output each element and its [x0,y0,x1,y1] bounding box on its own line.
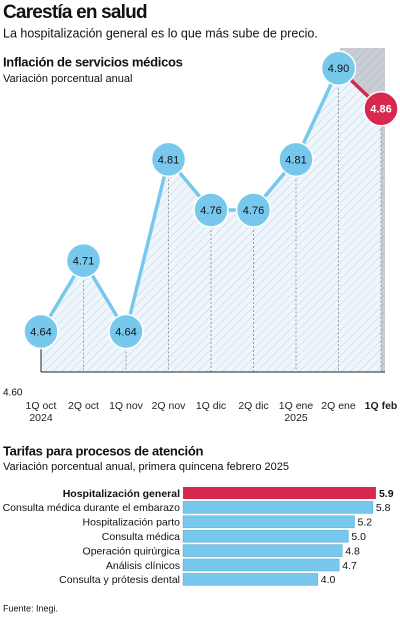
x-label-box: 2Q nov [151,400,186,412]
point [363,91,399,127]
data-label: 4.71 [73,256,94,268]
data-label: 5.9 [379,488,394,500]
point [235,192,272,228]
point [108,313,144,350]
data-label: 5.2 [358,517,373,529]
data-label: 4.76 [243,205,264,217]
y-tick-label: 4.60 [3,388,23,399]
page-title: Carestía en salud [3,2,147,23]
y-tick-label: Consulta médica durante el embarazo [3,502,181,514]
x-label-box: 1Q feb [364,400,398,412]
data-label: 4.86 [370,104,391,116]
data-label: 4.7 [342,560,357,572]
data-label: 4.0 [321,574,336,586]
point [193,192,229,228]
chart-title: Inflación de servicios médicos [3,54,183,69]
data-label: 4.90 [328,63,349,75]
chart-title: Tarifas para procesos de atención [3,443,203,458]
bar [182,544,343,557]
data-label: 4.64 [115,326,136,338]
bar [182,573,318,586]
data-label: 4.81 [285,154,306,166]
y-tick-label: Consulta y prótesis dental [59,574,180,586]
chart-subtitle: Variación porcentual anual, primera quin… [3,461,289,473]
x-tick-label: 2Q dic [238,400,269,412]
point [320,50,357,86]
point [65,242,102,279]
x-tick-label: 1Q dic [195,400,227,412]
data-label: 4.81 [158,154,179,166]
y-tick-label: Operación quirúrgica [83,545,181,557]
x-label-box: 1Q dic [195,400,227,412]
data-label: 5.0 [351,531,366,543]
y-tick-label: Análisis clínicos [106,560,180,572]
data-label: 4.64 [30,326,51,338]
x-tick-label: 1Q oct 2024 [25,400,57,424]
bar [182,558,340,572]
x-tick-label: 1Q nov [109,400,143,412]
chart-subtitle: Variación porcentual anual [3,73,132,85]
point [278,141,314,178]
y-tick-label: Consulta médica [102,531,180,543]
x-tick-label: 1Q ene 2025 [278,400,314,424]
bar [183,487,376,499]
x-label-box: 1Q nov [109,400,143,412]
page-subtitle: La hospitalización general es lo que más… [3,26,318,40]
x-label-box: 1Q oct 2024 [25,400,57,424]
bar [182,515,355,529]
y-tick-label: Hospitalización parto [83,517,181,529]
x-label-box: 2Q ene [321,400,356,412]
data-label: 5.8 [376,502,391,514]
source: Fuente: Inegi. [3,603,58,613]
x-tick-label: 2Q oct [68,400,99,412]
x-tick-label: 2Q nov [151,400,186,412]
data-label: 4.8 [345,545,360,557]
y-tick-label: Hospitalización general [63,488,180,500]
point [150,141,187,178]
x-label-box: 2Q oct [68,400,99,412]
bar [182,529,349,543]
point [23,313,59,350]
x-tick-label: 1Q feb [364,400,398,412]
data-label: 4.76 [200,205,221,217]
bar [182,501,374,514]
x-tick-label: 2Q ene [321,400,356,412]
x-label-box: 1Q ene 2025 [278,400,314,424]
x-label-box: 2Q dic [238,400,269,412]
